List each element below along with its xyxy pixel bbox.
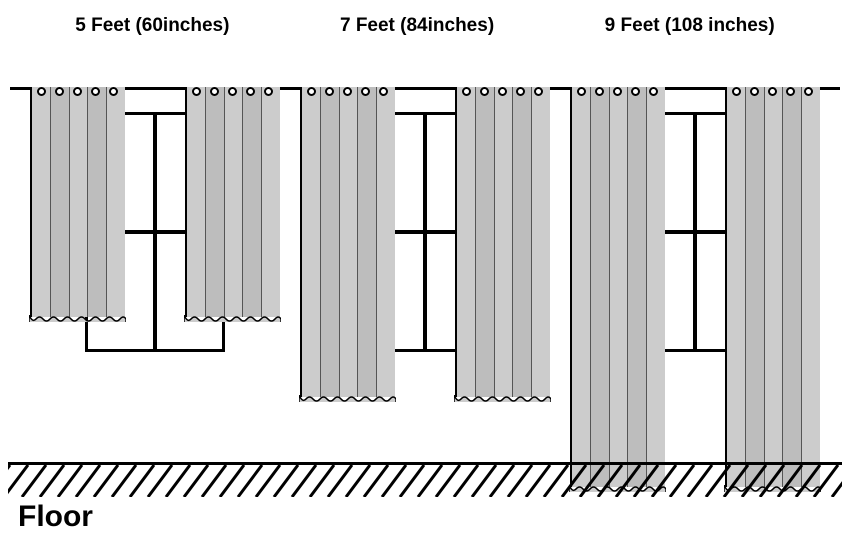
curtain-panel-left	[570, 87, 665, 487]
grommet-icon	[361, 87, 370, 96]
curtain-pleat	[87, 87, 106, 317]
curtain-panel-right	[455, 87, 550, 397]
size-label-2: 7 Feet (84inches)	[340, 15, 494, 37]
grommet-icon	[613, 87, 622, 96]
grommet-icon	[480, 87, 489, 96]
grommet-icon	[498, 87, 507, 96]
grommet-icon	[577, 87, 586, 96]
grommet-icon	[37, 87, 46, 96]
curtain-pleat	[224, 87, 243, 317]
curtain-hem	[299, 392, 396, 402]
curtain-pleat	[261, 87, 280, 317]
curtain-pleat	[725, 87, 745, 487]
curtain-hem	[29, 312, 126, 322]
grommet-icon	[516, 87, 525, 96]
grommet-icon	[534, 87, 543, 96]
grommet-icon	[73, 87, 82, 96]
grommet-row	[187, 85, 278, 97]
curtain-pleat	[570, 87, 590, 487]
grommet-icon	[246, 87, 255, 96]
curtain-pleat	[801, 87, 820, 487]
diagram-scene	[0, 37, 850, 467]
curtain-pleat	[494, 87, 513, 397]
grommet-row	[727, 85, 818, 97]
size-label-1: 5 Feet (60inches)	[75, 15, 229, 37]
size-label-3: 9 Feet (108 inches)	[605, 15, 775, 37]
grommet-icon	[109, 87, 118, 96]
curtain-pleat	[475, 87, 494, 397]
grommet-icon	[649, 87, 658, 96]
curtain-pleat	[185, 87, 205, 317]
floor-label: Floor	[18, 500, 93, 534]
curtain-pleat	[782, 87, 801, 487]
grommet-icon	[804, 87, 813, 96]
grommet-icon	[343, 87, 352, 96]
grommet-icon	[462, 87, 471, 96]
grommet-icon	[750, 87, 759, 96]
grommet-icon	[325, 87, 334, 96]
curtain-pleat	[242, 87, 261, 317]
curtain-set-3	[570, 87, 820, 497]
curtain-panel-right	[725, 87, 820, 487]
curtain-pleat	[764, 87, 783, 487]
curtain-pleat	[320, 87, 339, 397]
grommet-row	[572, 85, 663, 97]
curtain-pleat	[455, 87, 475, 397]
curtain-pleat	[30, 87, 50, 317]
labels-row: 5 Feet (60inches) 7 Feet (84inches) 9 Fe…	[0, 0, 850, 37]
curtain-pleat	[745, 87, 764, 487]
grommet-row	[32, 85, 123, 97]
grommet-icon	[192, 87, 201, 96]
curtain-hem	[184, 312, 281, 322]
curtain-pleat	[609, 87, 628, 487]
grommet-icon	[786, 87, 795, 96]
curtain-pleat	[50, 87, 69, 317]
grommet-icon	[307, 87, 316, 96]
grommet-icon	[631, 87, 640, 96]
curtain-panel-right	[185, 87, 280, 317]
grommet-icon	[210, 87, 219, 96]
curtain-pleat	[339, 87, 358, 397]
curtain-pleat	[627, 87, 646, 487]
grommet-icon	[379, 87, 388, 96]
grommet-icon	[228, 87, 237, 96]
curtain-pleat	[205, 87, 224, 317]
grommet-icon	[595, 87, 604, 96]
curtain-pleat	[646, 87, 665, 487]
curtain-hem	[454, 392, 551, 402]
curtain-pleat	[300, 87, 320, 397]
grommet-icon	[91, 87, 100, 96]
curtain-set-2	[300, 87, 550, 497]
curtain-pleat	[512, 87, 531, 397]
floor-hatch	[8, 465, 842, 497]
curtain-panel-left	[30, 87, 125, 317]
grommet-icon	[264, 87, 273, 96]
curtain-pleat	[376, 87, 395, 397]
grommet-icon	[768, 87, 777, 96]
curtain-pleat	[590, 87, 609, 487]
grommet-icon	[55, 87, 64, 96]
curtain-panel-left	[300, 87, 395, 397]
curtain-pleat	[531, 87, 550, 397]
curtain-pleat	[357, 87, 376, 397]
grommet-row	[302, 85, 393, 97]
curtain-pleat	[106, 87, 125, 317]
curtain-pleat	[69, 87, 88, 317]
curtain-set-1	[30, 87, 280, 497]
grommet-row	[457, 85, 548, 97]
grommet-icon	[732, 87, 741, 96]
